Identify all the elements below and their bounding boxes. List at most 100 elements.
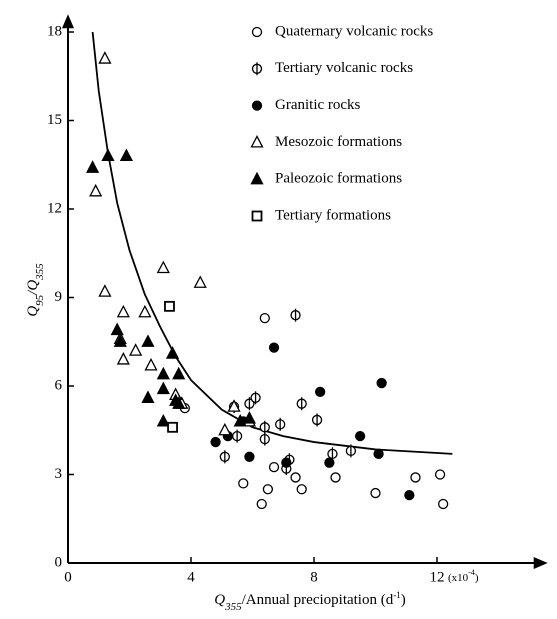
point <box>268 461 280 473</box>
point <box>250 391 261 405</box>
y-tick-label: 12 <box>47 200 62 216</box>
point <box>193 275 207 288</box>
point <box>259 432 270 446</box>
x-tick-label: 8 <box>310 569 318 585</box>
point <box>327 447 338 461</box>
point <box>311 413 323 427</box>
point <box>268 342 280 353</box>
fit-curve <box>91 31 453 455</box>
point <box>89 183 103 197</box>
point <box>244 397 255 411</box>
point <box>116 352 130 365</box>
y-tick-label: 9 <box>55 289 63 305</box>
x_unit_note-part: ) <box>475 572 479 584</box>
point <box>167 421 178 433</box>
point <box>437 498 449 510</box>
ylabel-part: Q <box>25 306 41 317</box>
point <box>172 396 186 409</box>
point <box>172 366 186 380</box>
x-arrow <box>533 557 548 569</box>
point <box>434 469 446 480</box>
legend-label: Paleozoic formations <box>275 171 402 187</box>
point <box>156 413 170 427</box>
point <box>354 430 366 442</box>
point <box>138 304 152 318</box>
unit-note: (x10-4) <box>448 568 479 583</box>
point <box>119 148 133 162</box>
point <box>98 284 112 297</box>
point <box>242 411 256 424</box>
point <box>98 51 112 64</box>
point <box>219 450 230 464</box>
xlabel-part: Q <box>214 592 225 608</box>
legend-label: Quaternary volcanic rocks <box>275 23 433 39</box>
x-tick-label: 0 <box>64 569 72 585</box>
ylabel-part: 355 <box>34 263 46 281</box>
legend-label: Tertiary volcanic rocks <box>275 60 413 76</box>
point <box>156 381 170 395</box>
point <box>262 484 274 495</box>
point <box>290 308 301 322</box>
point <box>141 334 155 347</box>
point <box>110 322 124 336</box>
point <box>314 386 326 398</box>
y-axis-label: Q95/Q355 <box>25 263 45 317</box>
legend-marker <box>250 134 264 148</box>
ylabel-part: 95 <box>34 294 46 306</box>
point <box>86 160 100 173</box>
point <box>144 357 158 371</box>
point <box>233 413 247 427</box>
point <box>210 436 221 448</box>
x-axis-label: Q355/Annual preciopitation (d-1) <box>214 590 405 612</box>
point <box>165 346 180 359</box>
y-tick-label: 0 <box>55 554 63 570</box>
legend-marker <box>251 62 263 76</box>
ylabel-part: /Q <box>25 280 41 296</box>
x_unit_note-part: (x10 <box>448 572 469 584</box>
y-tick-label: 18 <box>47 23 62 39</box>
point <box>156 366 170 380</box>
legend-label: Tertiary formations <box>275 207 391 223</box>
point <box>256 498 267 510</box>
x_unit_note-part: -4 <box>468 568 475 577</box>
point <box>404 489 415 501</box>
x-tick-label: 12 <box>430 569 445 585</box>
point <box>164 300 175 312</box>
xlabel-part: 355 <box>224 601 242 613</box>
y-tick-label: 6 <box>55 377 63 393</box>
point <box>218 422 232 436</box>
legend-marker <box>250 171 264 185</box>
legend-marker <box>251 100 263 111</box>
y-tick-label: 3 <box>55 466 63 482</box>
legend-marker <box>251 26 263 38</box>
point <box>410 472 421 483</box>
point <box>238 478 249 489</box>
point <box>330 472 341 483</box>
legend-label: Granitic rocks <box>275 97 361 113</box>
point <box>296 397 307 411</box>
point <box>324 457 335 468</box>
point <box>113 334 127 347</box>
xlabel-part: /Annual preciopitation (d <box>242 592 394 608</box>
y-arrow <box>62 14 74 29</box>
legend-marker <box>251 210 263 222</box>
point <box>281 457 292 468</box>
point <box>296 484 307 495</box>
point <box>116 304 130 318</box>
point <box>259 312 270 324</box>
point <box>141 390 155 403</box>
legend-label: Mesozoic formations <box>275 134 402 150</box>
point <box>227 399 241 412</box>
point <box>370 487 381 499</box>
xlabel-part: -1 <box>393 590 401 600</box>
x-tick-label: 4 <box>187 569 195 585</box>
point <box>244 451 255 462</box>
point <box>101 148 115 162</box>
xlabel-part: ) <box>401 592 406 608</box>
point <box>129 343 143 356</box>
point <box>259 420 270 434</box>
point <box>156 260 170 274</box>
point <box>290 472 301 483</box>
point <box>275 417 286 431</box>
